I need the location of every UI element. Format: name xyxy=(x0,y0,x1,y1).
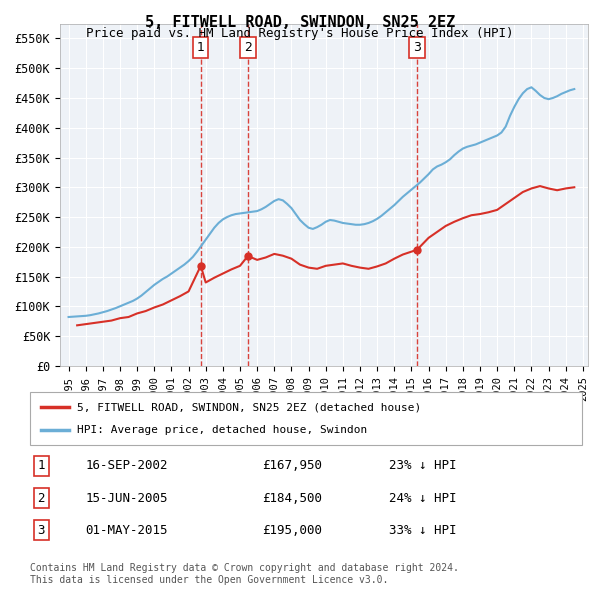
Text: £167,950: £167,950 xyxy=(262,460,322,473)
Text: 15-JUN-2005: 15-JUN-2005 xyxy=(85,491,168,504)
FancyBboxPatch shape xyxy=(30,392,582,445)
Text: 2: 2 xyxy=(37,491,45,504)
Text: Price paid vs. HM Land Registry's House Price Index (HPI): Price paid vs. HM Land Registry's House … xyxy=(86,27,514,40)
Text: 24% ↓ HPI: 24% ↓ HPI xyxy=(389,491,457,504)
Text: 2: 2 xyxy=(244,41,252,54)
Text: 3: 3 xyxy=(37,524,45,537)
Text: 23% ↓ HPI: 23% ↓ HPI xyxy=(389,460,457,473)
Text: 33% ↓ HPI: 33% ↓ HPI xyxy=(389,524,457,537)
Text: 5, FITWELL ROAD, SWINDON, SN25 2EZ: 5, FITWELL ROAD, SWINDON, SN25 2EZ xyxy=(145,15,455,30)
Text: £195,000: £195,000 xyxy=(262,524,322,537)
Text: £184,500: £184,500 xyxy=(262,491,322,504)
Text: 3: 3 xyxy=(413,41,421,54)
Text: 01-MAY-2015: 01-MAY-2015 xyxy=(85,524,168,537)
Text: 1: 1 xyxy=(197,41,205,54)
Text: 16-SEP-2002: 16-SEP-2002 xyxy=(85,460,168,473)
Text: 1: 1 xyxy=(37,460,45,473)
Text: HPI: Average price, detached house, Swindon: HPI: Average price, detached house, Swin… xyxy=(77,425,367,434)
Text: Contains HM Land Registry data © Crown copyright and database right 2024.
This d: Contains HM Land Registry data © Crown c… xyxy=(30,563,459,585)
Text: 5, FITWELL ROAD, SWINDON, SN25 2EZ (detached house): 5, FITWELL ROAD, SWINDON, SN25 2EZ (deta… xyxy=(77,402,421,412)
